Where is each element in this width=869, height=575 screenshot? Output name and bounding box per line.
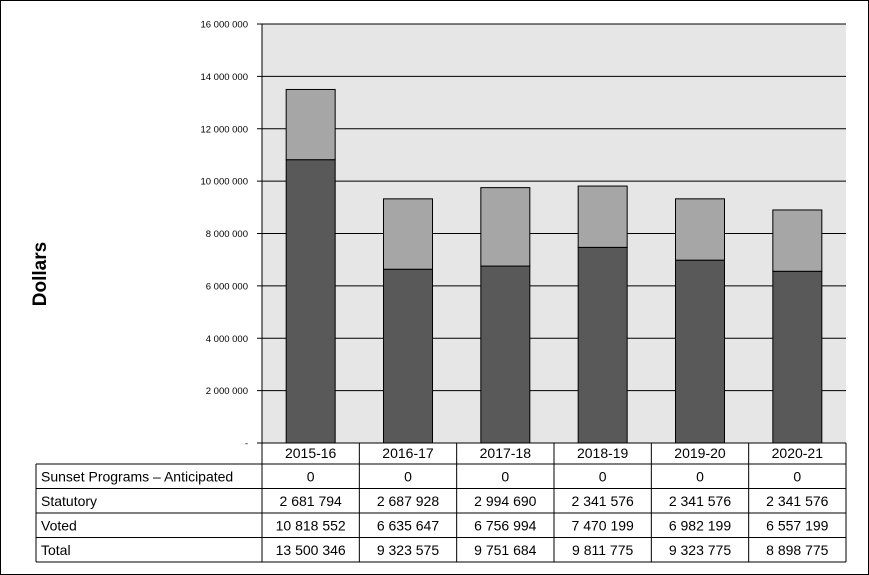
bar-voted-2020-21: [772, 270, 823, 444]
y-tick-label: 8 000 000: [206, 229, 248, 240]
y-tick-label: 4 000 000: [206, 334, 248, 345]
y-tick-label: 6 000 000: [206, 281, 248, 292]
table-cell: 0: [793, 468, 801, 484]
table-row-label: Statutory: [41, 493, 97, 509]
table-row-label: Total: [41, 542, 71, 558]
table-row-label: Sunset Programs – Anticipated: [41, 468, 233, 484]
bar-voted-2019-20: [675, 259, 725, 444]
table-cell: 6 557 199: [766, 517, 828, 533]
bar-voted-2016-17: [383, 268, 433, 444]
bar-statutory-2015-16: [285, 88, 336, 161]
x-category-label: 2015-16: [285, 445, 337, 461]
table-cell: 10 818 552: [276, 517, 346, 533]
table-cell: 0: [501, 468, 509, 484]
bars: [285, 88, 823, 444]
table-cell: 9 323 575: [377, 542, 439, 558]
bar-statutory-2020-21: [772, 209, 823, 272]
table-cell: 2 687 928: [377, 493, 439, 509]
bar-statutory-2018-19: [577, 185, 628, 248]
table-row-label: Voted: [41, 517, 77, 533]
table-cell: 6 756 994: [474, 517, 536, 533]
y-tick-label: 10 000 000: [200, 177, 248, 188]
table-cell: 2 341 576: [669, 493, 731, 509]
table-cell: 2 341 576: [766, 493, 828, 509]
table-cell: 6 635 647: [377, 517, 439, 533]
x-category-label: 2017-18: [480, 445, 532, 461]
table-cell: 13 500 346: [276, 542, 346, 558]
y-tick-label: 12 000 000: [200, 124, 248, 135]
bar-statutory-2017-18: [480, 187, 531, 267]
table-cell: 9 323 775: [669, 542, 731, 558]
table-cell: 0: [696, 468, 704, 484]
y-axis-ticks: - 2 000 000 4 000 000 6 000 000 8 000 000 10 …: [200, 20, 248, 450]
table-cell: 9 811 775: [572, 542, 633, 558]
table-cell: 9 751 684: [474, 542, 536, 558]
table-cell: 2 681 794: [280, 493, 342, 509]
y-tick-label: -: [245, 439, 248, 450]
x-category-label: 2019-20: [674, 445, 726, 461]
gridlines: [257, 23, 846, 444]
table-cell: 7 470 199: [572, 517, 634, 533]
x-category-label: 2018-19: [577, 445, 629, 461]
data-table: 2015-16 2016-17 2017-18 2018-19 2019-20 2020-…: [35, 442, 847, 563]
bar-voted-2015-16: [285, 159, 336, 444]
bar-statutory-2019-20: [675, 198, 725, 261]
y-tick-label: 2 000 000: [206, 386, 248, 397]
bar-voted-2018-19: [577, 246, 628, 444]
table-cell: 0: [307, 468, 315, 484]
table-cell: 8 898 775: [766, 542, 828, 558]
y-tick-label: 16 000 000: [200, 20, 248, 31]
table-cell: 0: [599, 468, 607, 484]
table-cell: 2 994 690: [474, 493, 536, 509]
y-axis-label: Dollars: [30, 242, 51, 306]
table-cell: 0: [404, 468, 412, 484]
bar-voted-2017-18: [480, 265, 531, 444]
table-cell: 6 982 199: [669, 517, 731, 533]
y-tick-label: 14 000 000: [200, 72, 248, 83]
table-cell: 2 341 576: [572, 493, 634, 509]
bar-statutory-2016-17: [383, 198, 433, 270]
x-category-label: 2016-17: [382, 445, 434, 461]
x-category-label: 2020-21: [772, 445, 824, 461]
